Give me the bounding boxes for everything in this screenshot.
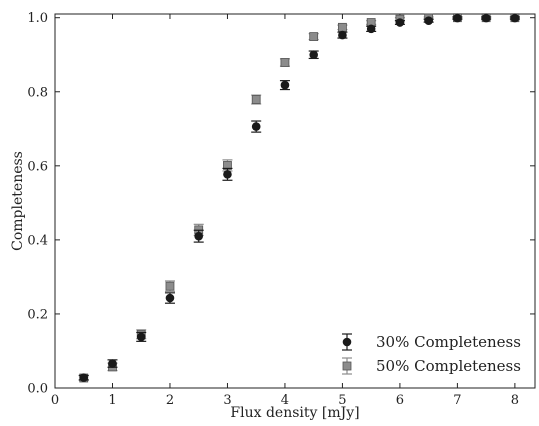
y-tick-label: 0.4 — [27, 233, 48, 248]
series-30pct — [78, 13, 520, 382]
series-30pct-point — [251, 122, 261, 131]
series-30pct-point — [223, 170, 232, 179]
y-tick-label: 0.6 — [27, 159, 48, 174]
y-tick-label: 1.0 — [27, 11, 48, 26]
series-50pct-point — [280, 58, 290, 67]
series-50pct-point — [309, 32, 319, 41]
y-tick-label: 0.0 — [27, 382, 48, 397]
series-50pct-point — [251, 95, 261, 104]
series-50pct-point — [338, 22, 347, 32]
axis-ticks: 0 1 2 3 4 5 6 7 8 0.0 0.2 0.4 0.6 0.8 1.0 — [27, 11, 535, 408]
series-30pct-point — [424, 16, 433, 25]
series-30pct-point — [79, 373, 89, 382]
series-30pct-point — [453, 13, 462, 23]
legend-30pct-label: 30% Completeness — [376, 333, 521, 351]
plot-frame — [54, 13, 536, 389]
series-30pct-point — [136, 332, 146, 342]
series-30pct-point — [510, 13, 520, 23]
x-tick-label: 6 — [396, 393, 404, 408]
series-50pct-point — [165, 281, 175, 291]
x-tick-label: 5 — [338, 393, 346, 408]
x-tick-label: 1 — [108, 393, 116, 408]
x-tick-label: 8 — [511, 393, 519, 408]
y-axis-label: Completeness — [10, 151, 26, 251]
x-tick-label: 7 — [453, 393, 461, 408]
x-tick-label: 0 — [51, 393, 59, 408]
y-tick-label: 0.8 — [27, 85, 48, 100]
series-30pct-point — [165, 293, 175, 303]
y-tick-label: 0.2 — [27, 307, 48, 322]
x-tick-label: 3 — [223, 393, 231, 408]
data-marks — [78, 13, 520, 383]
series-30pct-point — [338, 30, 347, 40]
x-tick-label: 4 — [281, 393, 289, 408]
legend-50pct-label: 50% Completeness — [376, 357, 521, 375]
legend-50pct-point — [342, 361, 352, 371]
series-30pct-point — [481, 13, 491, 23]
x-axis-label: Flux density [mJy] — [230, 405, 359, 421]
series-30pct-point — [194, 231, 204, 241]
legend-30pct-point — [342, 337, 352, 347]
series-30pct-point — [108, 359, 117, 368]
series-30pct-point — [395, 18, 405, 27]
x-tick-label: 2 — [166, 393, 174, 408]
series-30pct-point — [366, 24, 376, 34]
series-30pct-point — [309, 50, 318, 60]
series-30pct-point — [280, 80, 290, 90]
legend: 30% Completeness 50% Completeness — [342, 333, 521, 375]
